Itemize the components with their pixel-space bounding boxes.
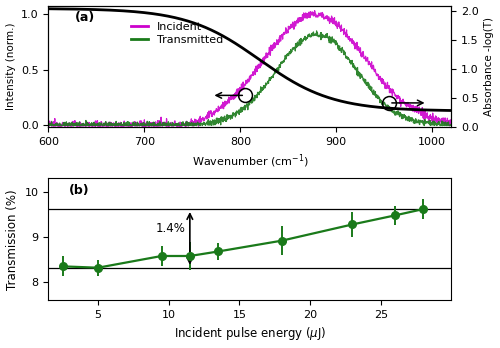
Y-axis label: Transmission (%): Transmission (%) <box>6 189 19 290</box>
Text: (a): (a) <box>74 11 95 24</box>
Y-axis label: Intensity (norm.): Intensity (norm.) <box>6 23 16 110</box>
Text: (b): (b) <box>68 184 89 197</box>
X-axis label: Wavenumber (cm$^{-1}$): Wavenumber (cm$^{-1}$) <box>192 152 308 170</box>
Y-axis label: Absorbance -log(T): Absorbance -log(T) <box>484 17 494 116</box>
Text: 1.4%: 1.4% <box>156 222 186 235</box>
Legend: Incident, Transmitted: Incident, Transmitted <box>126 17 227 49</box>
X-axis label: Incident pulse energy ($\mu$J): Incident pulse energy ($\mu$J) <box>174 325 326 342</box>
